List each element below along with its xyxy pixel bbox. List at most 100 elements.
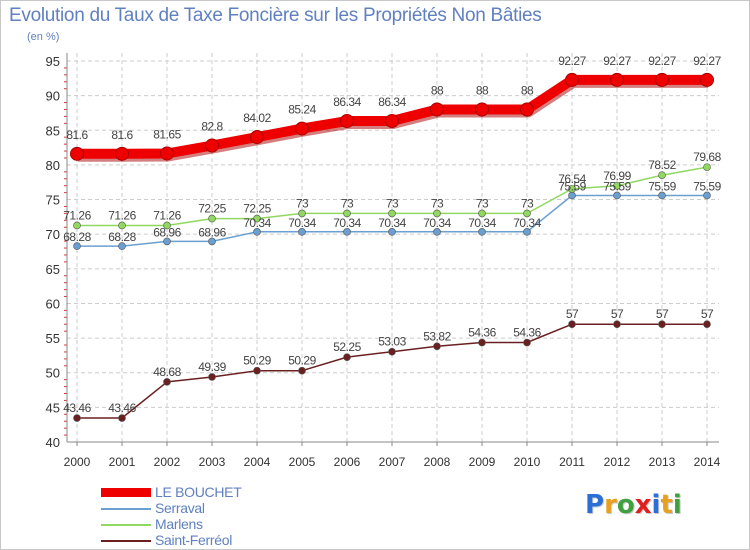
data-point (523, 228, 531, 236)
x-tick-label: 2001 (109, 455, 136, 469)
data-label: 53.82 (423, 329, 451, 343)
data-label: 92.27 (558, 54, 586, 68)
x-tick-label: 2008 (424, 455, 451, 469)
data-label: 75.59 (603, 179, 631, 193)
data-label: 92.27 (693, 54, 721, 68)
y-tick-label: 65 (46, 262, 60, 277)
data-label: 54.36 (513, 326, 541, 340)
legend-item: Serraval (101, 500, 361, 517)
data-point (388, 209, 396, 218)
legend-label: Marlens (155, 516, 203, 532)
data-label: 70.34 (333, 216, 361, 230)
data-point (298, 228, 306, 236)
data-label: 79.68 (693, 150, 721, 164)
data-point (208, 214, 216, 223)
data-point (73, 414, 81, 422)
y-tick-label: 80 (46, 158, 60, 173)
data-label: 50.29 (243, 354, 271, 368)
data-point (613, 191, 621, 200)
data-label: 57 (656, 307, 669, 321)
data-point (295, 121, 309, 136)
data-point (658, 171, 666, 179)
legend-label: Serraval (155, 500, 205, 516)
logo-letter: i (651, 490, 661, 520)
data-label: 92.27 (603, 54, 631, 68)
legend-item: LE BOUCHET (101, 484, 361, 501)
logo-letter: P (585, 490, 605, 520)
data-point (388, 228, 396, 236)
data-label: 43.46 (63, 401, 91, 415)
data-point (700, 72, 714, 87)
data-point (343, 209, 351, 218)
data-label: 73 (386, 196, 399, 210)
chart-subtitle: (en %) (27, 31, 60, 43)
data-label: 70.34 (468, 216, 496, 230)
x-tick-label: 2003 (199, 455, 226, 469)
legend-swatch (101, 540, 151, 542)
data-point (208, 373, 216, 381)
data-label: 71.26 (63, 208, 91, 222)
y-tick-label: 55 (46, 331, 60, 346)
data-label: 70.34 (423, 216, 451, 230)
data-label: 57 (701, 307, 714, 321)
data-point (658, 320, 666, 329)
data-point (298, 366, 306, 375)
legend: LE BOUCHET Serraval Marlens Saint-Ferréol (101, 484, 361, 549)
x-tick-label: 2005 (289, 455, 316, 469)
logo-letter: t (660, 490, 673, 520)
data-point (298, 209, 306, 218)
data-point (523, 338, 531, 347)
legend-swatch (101, 524, 151, 526)
data-point (115, 146, 129, 161)
data-label: 75.59 (558, 179, 586, 193)
data-label: 86.34 (378, 95, 406, 109)
y-tick-label: 45 (46, 400, 60, 415)
data-point (610, 72, 624, 87)
data-label: 68.28 (108, 230, 136, 244)
data-point (208, 237, 216, 246)
data-point (478, 338, 486, 347)
data-point (430, 102, 444, 117)
data-label: 81.65 (153, 127, 181, 141)
logo-letter: o (616, 490, 635, 520)
data-point (703, 320, 711, 329)
logo-letter: r (604, 490, 617, 520)
data-label: 73 (476, 196, 489, 210)
data-label: 76.54 (558, 172, 586, 186)
x-tick-label: 2010 (514, 455, 541, 469)
data-point (163, 378, 171, 386)
data-point (433, 209, 441, 218)
x-tick-label: 2004 (244, 455, 271, 469)
data-label: 52.25 (333, 340, 361, 354)
data-point (655, 72, 669, 87)
data-label: 92.27 (648, 54, 676, 68)
data-point (253, 366, 261, 375)
y-tick-label: 60 (46, 296, 60, 311)
data-label: 50.29 (288, 354, 316, 368)
data-point (343, 228, 351, 236)
data-label: 75.59 (648, 179, 676, 193)
x-tick-label: 2014 (694, 455, 721, 469)
data-label: 68.28 (63, 230, 91, 244)
data-point (343, 353, 351, 361)
data-point (478, 209, 486, 218)
data-label: 81.6 (111, 128, 133, 142)
data-point (160, 146, 174, 161)
legend-item: Saint-Ferréol (101, 532, 361, 549)
data-point (118, 414, 126, 422)
y-tick-label: 40 (46, 435, 60, 450)
data-point (703, 191, 711, 200)
data-label: 68.96 (153, 225, 181, 239)
x-tick-label: 2006 (334, 455, 361, 469)
y-tick-label: 90 (46, 89, 60, 104)
data-point (385, 113, 399, 128)
data-label: 73 (521, 196, 534, 210)
y-tick-label: 95 (46, 54, 60, 69)
data-label: 82.8 (201, 120, 223, 134)
data-point (118, 221, 126, 230)
data-point (658, 191, 666, 200)
data-label: 57 (566, 307, 579, 321)
data-label: 88 (431, 83, 444, 97)
